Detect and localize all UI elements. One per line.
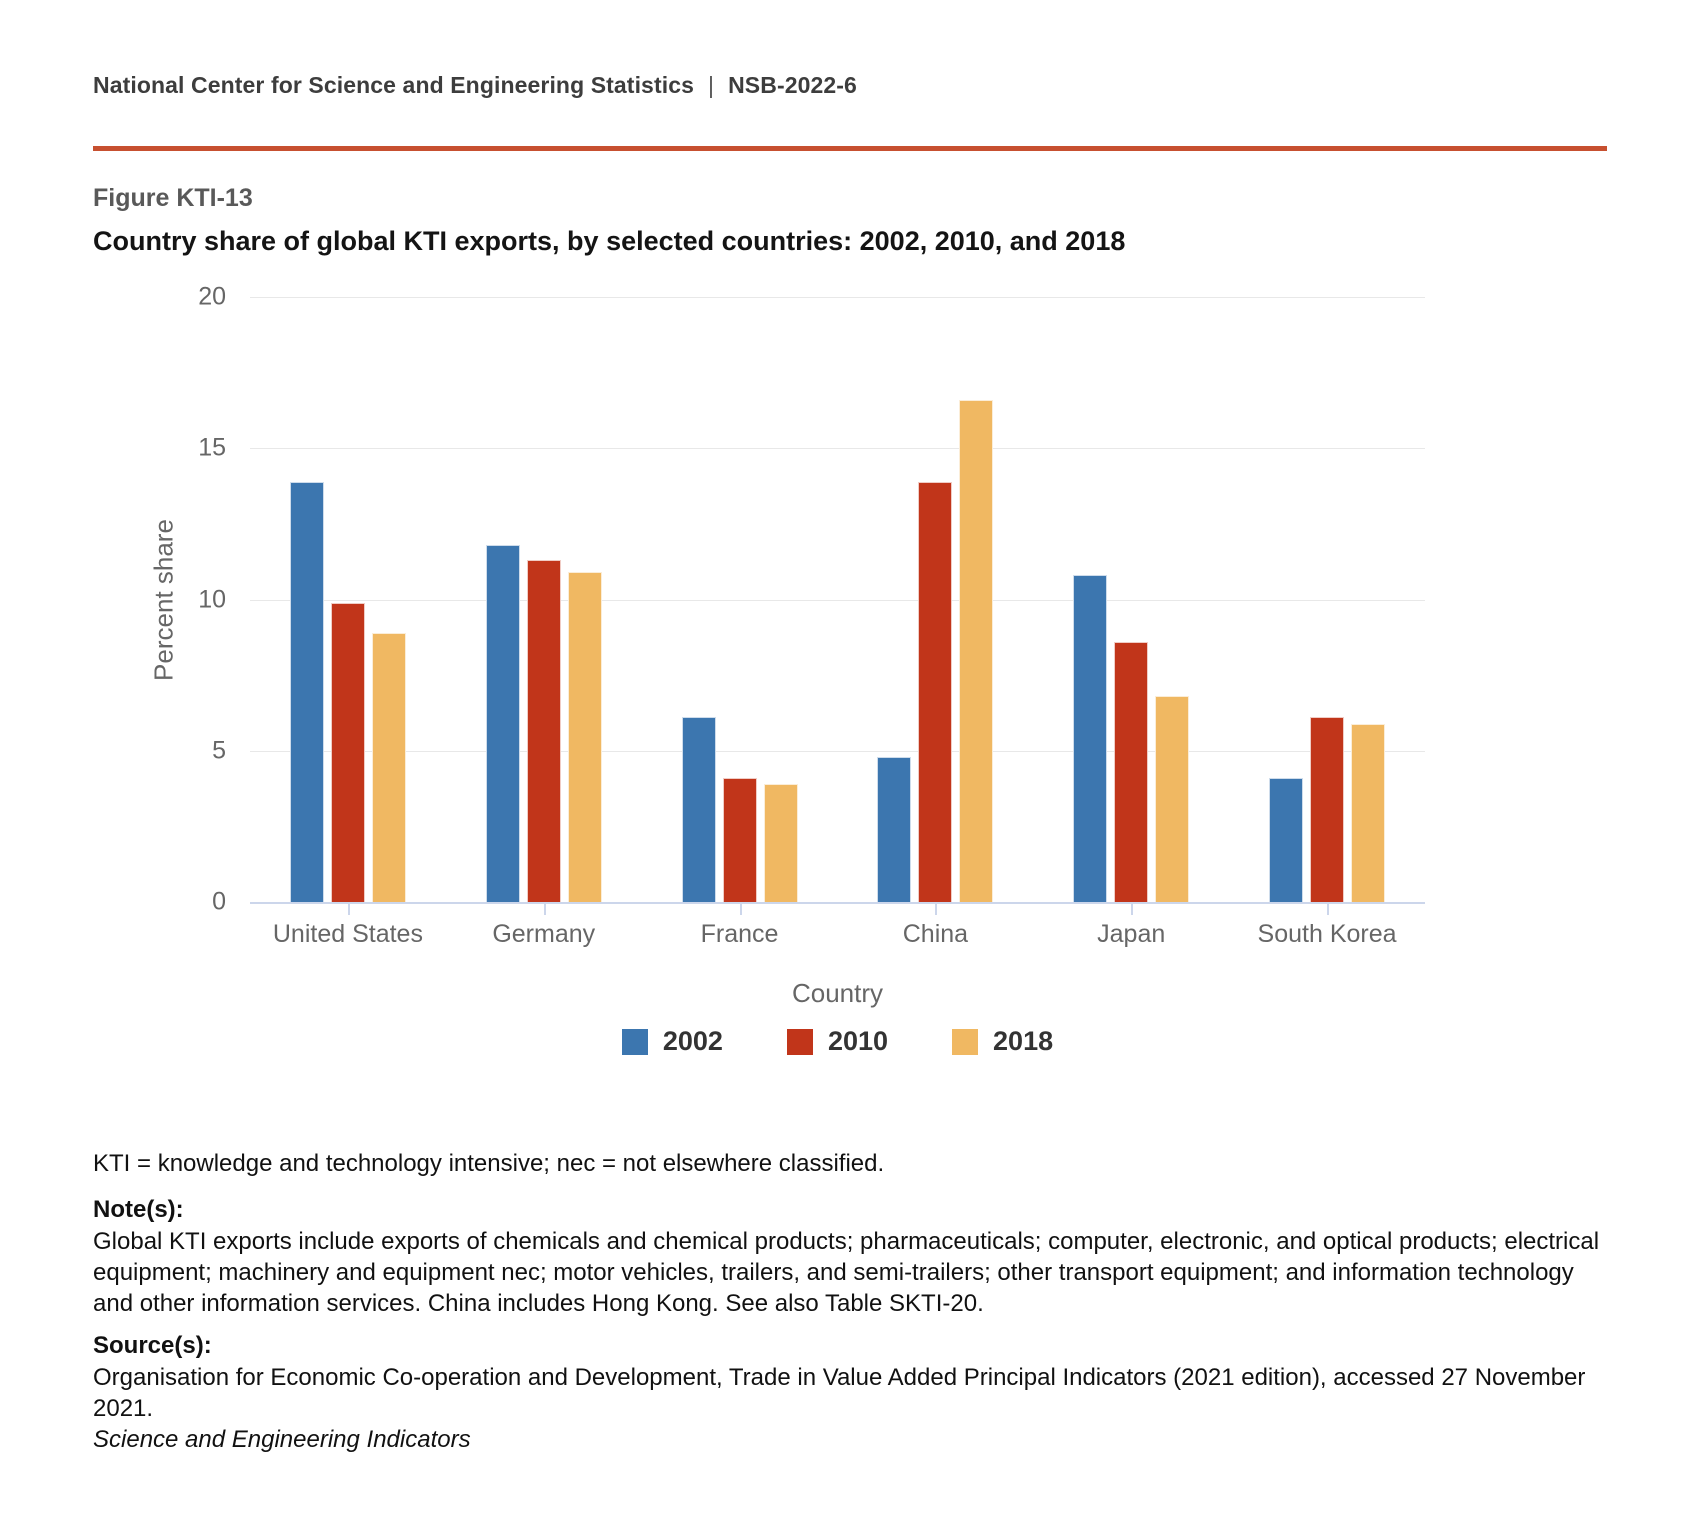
x-tick-label-japan: Japan [1097, 920, 1166, 948]
legend-item-2010[interactable]: 2010 [786, 1026, 889, 1057]
bar-united-states-2010 [330, 602, 365, 902]
x-tick-label-france: France [700, 920, 779, 948]
attribution: Science and Engineering Indicators [93, 1426, 471, 1453]
x-axis-line [250, 902, 1425, 904]
bar-china-2002 [877, 756, 912, 902]
bar-united-states-2018 [371, 632, 406, 902]
gridline-y15 [250, 448, 1425, 450]
x-axis-tick [347, 904, 350, 915]
y-tick-label-5: 5 [212, 736, 226, 765]
x-axis-tick [543, 904, 546, 915]
source-heading: Source(s): [93, 1332, 212, 1359]
bar-china-2010 [918, 481, 953, 902]
x-axis-tick [935, 904, 938, 915]
legend-item-2018[interactable]: 2018 [952, 1026, 1053, 1057]
bar-south-korea-2010 [1310, 717, 1345, 902]
bar-groups [250, 297, 1425, 915]
header-separator: | [708, 72, 715, 98]
gridline-y20 [250, 297, 1425, 298]
bar-group-japan [1033, 297, 1229, 915]
bar-united-states-2002 [289, 481, 324, 902]
bar-japan-2002 [1073, 575, 1108, 902]
source-body: Organisation for Economic Co-operation a… [93, 1364, 1586, 1422]
x-tick-label-china: China [902, 920, 969, 948]
bar-germany-2018 [567, 572, 602, 902]
chart-legend: 2002 2010 2018 [250, 1026, 1425, 1057]
y-tick-label-0: 0 [212, 887, 226, 916]
figure-label: Figure KTI-13 [93, 184, 253, 212]
x-tick-label-germany: Germany [492, 920, 596, 948]
bar-south-korea-2018 [1351, 723, 1386, 902]
bar-france-2010 [722, 777, 757, 902]
header-doc-id: NSB-2022-6 [728, 72, 857, 98]
plot-area: Percent share 20 15 10 5 0 United States Germ… [149, 284, 1425, 1056]
x-axis-title: Country [791, 978, 884, 1008]
x-axis-tick [1131, 904, 1134, 915]
bar-group-united-states [250, 297, 446, 915]
figure-title: Country share of global KTI exports, by … [93, 226, 1126, 256]
bar-south-korea-2002 [1269, 777, 1304, 902]
header-org: National Center for Science and Engineer… [93, 72, 694, 98]
legend-label-2010: 2010 [827, 1026, 889, 1056]
bar-france-2002 [681, 717, 716, 902]
x-axis-tick [739, 904, 742, 915]
y-tick-label-20: 20 [198, 282, 226, 311]
x-axis-tick [1327, 904, 1330, 915]
legend-swatch-2018 [952, 1028, 979, 1055]
legend-swatch-2010 [786, 1028, 813, 1055]
gridline-y5 [250, 750, 1425, 752]
x-axis-labels: United States Germany France China Japan Sout… [250, 920, 1425, 949]
legend-label-2018: 2018 [993, 1026, 1054, 1056]
notes-heading: Note(s): [93, 1196, 184, 1223]
bar-group-france [642, 297, 838, 915]
gridline-y10 [250, 599, 1425, 601]
bar-germany-2010 [526, 560, 561, 902]
bar-japan-2018 [1155, 696, 1190, 902]
y-tick-label-15: 15 [198, 433, 226, 462]
bar-germany-2002 [485, 545, 520, 902]
legend-item-2002[interactable]: 2002 [621, 1026, 723, 1057]
page-header: National Center for Science and Engineer… [93, 72, 857, 99]
legend-label-2002: 2002 [662, 1026, 723, 1056]
y-axis-title: Percent share [148, 518, 179, 681]
y-tick-label-10: 10 [198, 585, 226, 613]
bar-france-2018 [763, 784, 798, 902]
legend-swatch-2002 [621, 1028, 648, 1055]
bar-japan-2010 [1114, 641, 1149, 902]
notes-body: Global KTI exports include exports of ch… [93, 1228, 1600, 1317]
bar-group-china [837, 297, 1033, 915]
title-divider [93, 146, 1607, 151]
x-tick-label-south-korea: South Korea [1257, 920, 1397, 948]
bar-group-south-korea [1229, 297, 1425, 915]
abbreviation-note: KTI = knowledge and technology intensive… [93, 1150, 885, 1177]
bar-china-2018 [959, 399, 994, 902]
x-tick-label-united-states: United States [272, 920, 423, 948]
bar-group-germany [446, 297, 642, 915]
